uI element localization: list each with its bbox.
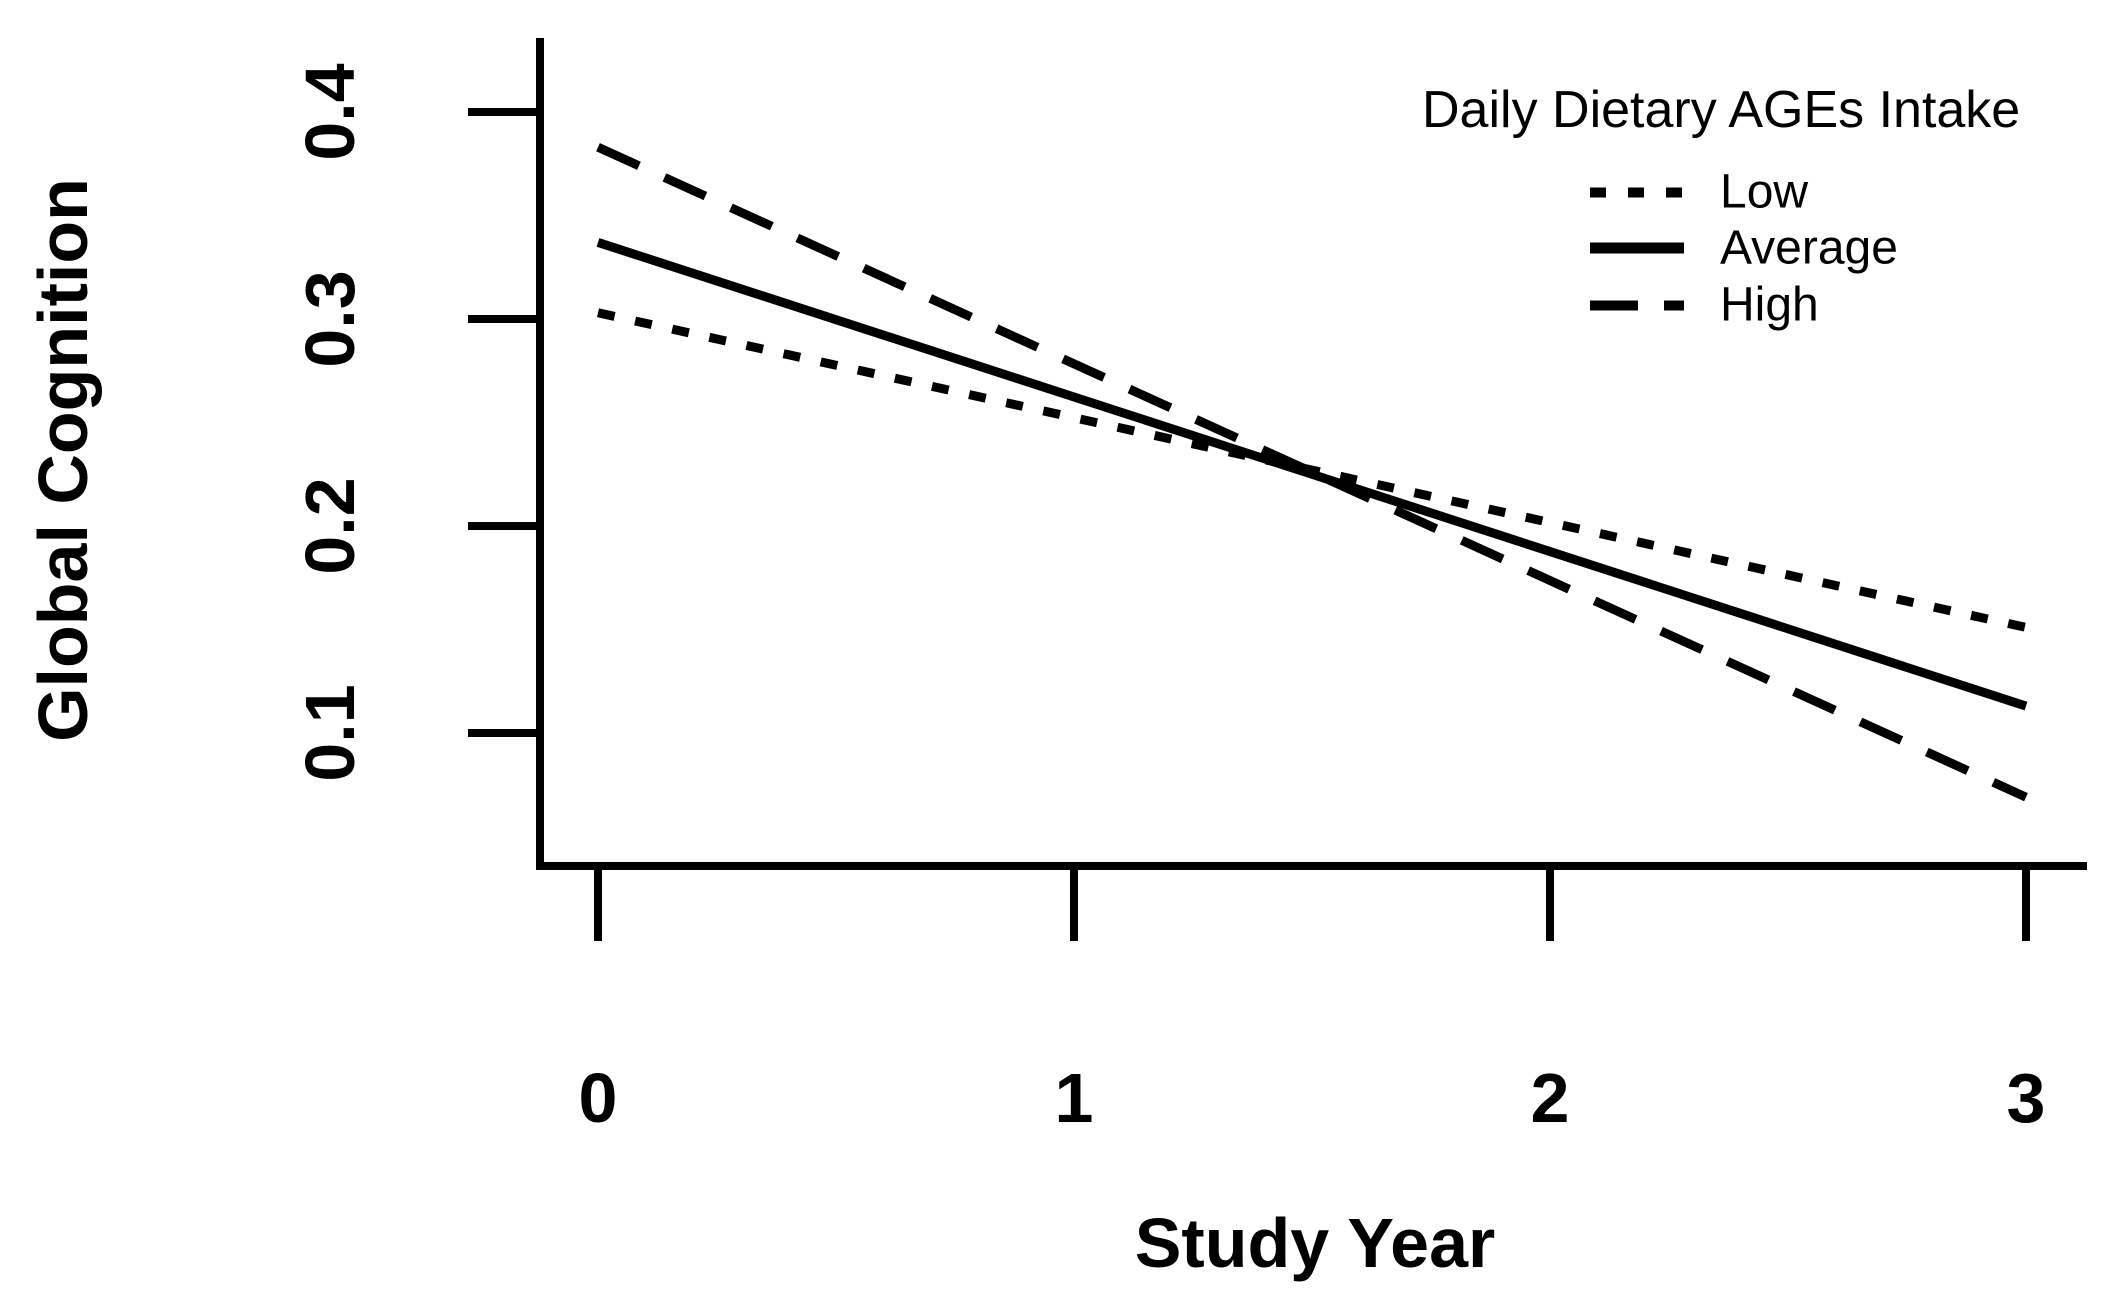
legend-entry-average: Average [1590,221,1898,276]
series-line-high [596,143,2028,802]
x-tick-label: 0 [578,1059,618,1137]
x-tick-label: 1 [1054,1059,1094,1137]
legend-entry-high: High [1590,278,1819,333]
x-tick-label: 3 [2006,1059,2046,1137]
x-axis-title: Study Year [1134,1204,1496,1282]
y-tick-label: 0.1 [291,684,369,782]
series-line-average [596,238,2028,711]
legend-entry-low: Low [1590,165,1808,220]
legend-label: Average [1720,221,1898,275]
solid-line-swatch [1590,242,1684,254]
legend-label: Low [1720,165,1809,219]
legend-label: High [1720,278,1819,332]
y-axis-title: Global Cognition [24,178,102,742]
dashed-line-swatch [1590,300,1684,310]
dotted-line-swatch [1590,187,1684,197]
y-tick-label: 0.2 [291,477,369,575]
y-tick-label: 0.3 [291,270,369,368]
legend-title: Daily Dietary AGEs Intake [1422,81,2021,139]
x-tick-label: 2 [1530,1059,1570,1137]
y-tick-label: 0.4 [291,63,369,161]
